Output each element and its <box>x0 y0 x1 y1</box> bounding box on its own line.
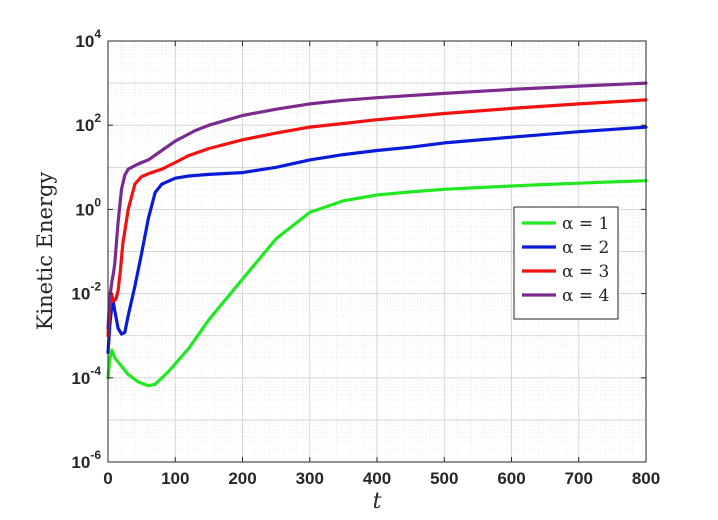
legend: α = 1 α = 2 α = 3 α = 4 <box>513 206 619 320</box>
x-tick-label: 200 <box>228 469 256 488</box>
x-tick-label: 700 <box>565 469 593 488</box>
x-tick-label: 300 <box>296 469 324 488</box>
x-axis-ticks: 0 100 200 300 400 500 600 700 800 <box>103 41 660 488</box>
y-tick-label: 10-4 <box>71 364 101 388</box>
series-line <box>106 98 648 338</box>
y-tick-label: 100 <box>75 195 101 219</box>
x-tick-label: 600 <box>497 469 525 488</box>
x-tick-label: 400 <box>363 469 391 488</box>
legend-entry-label: α = 3 <box>562 262 609 282</box>
y-tick-label: 104 <box>75 27 101 51</box>
legend-entry-label: α = 1 <box>562 214 609 234</box>
series-line <box>106 179 648 388</box>
legend-box <box>513 206 619 320</box>
y-tick-label: 102 <box>75 111 101 135</box>
legend-entry-label: α = 4 <box>562 286 609 306</box>
y-axis-ticks: 10-6 10-4 10-2 100 102 104 <box>71 27 646 472</box>
x-tick-label: 100 <box>161 469 189 488</box>
x-tick-label: 500 <box>430 469 458 488</box>
y-tick-label: 10-6 <box>71 448 101 472</box>
y-axis-label: Kinetic Energy <box>33 172 57 331</box>
series-line <box>106 125 648 355</box>
legend-entry-label: α = 2 <box>562 238 609 258</box>
x-axis-label: t <box>373 489 382 514</box>
series-layer <box>106 81 648 388</box>
series-line <box>106 81 648 330</box>
x-tick-label: 800 <box>632 469 660 488</box>
y-tick-label: 10-2 <box>71 280 101 304</box>
x-tick-label: 0 <box>103 469 112 488</box>
